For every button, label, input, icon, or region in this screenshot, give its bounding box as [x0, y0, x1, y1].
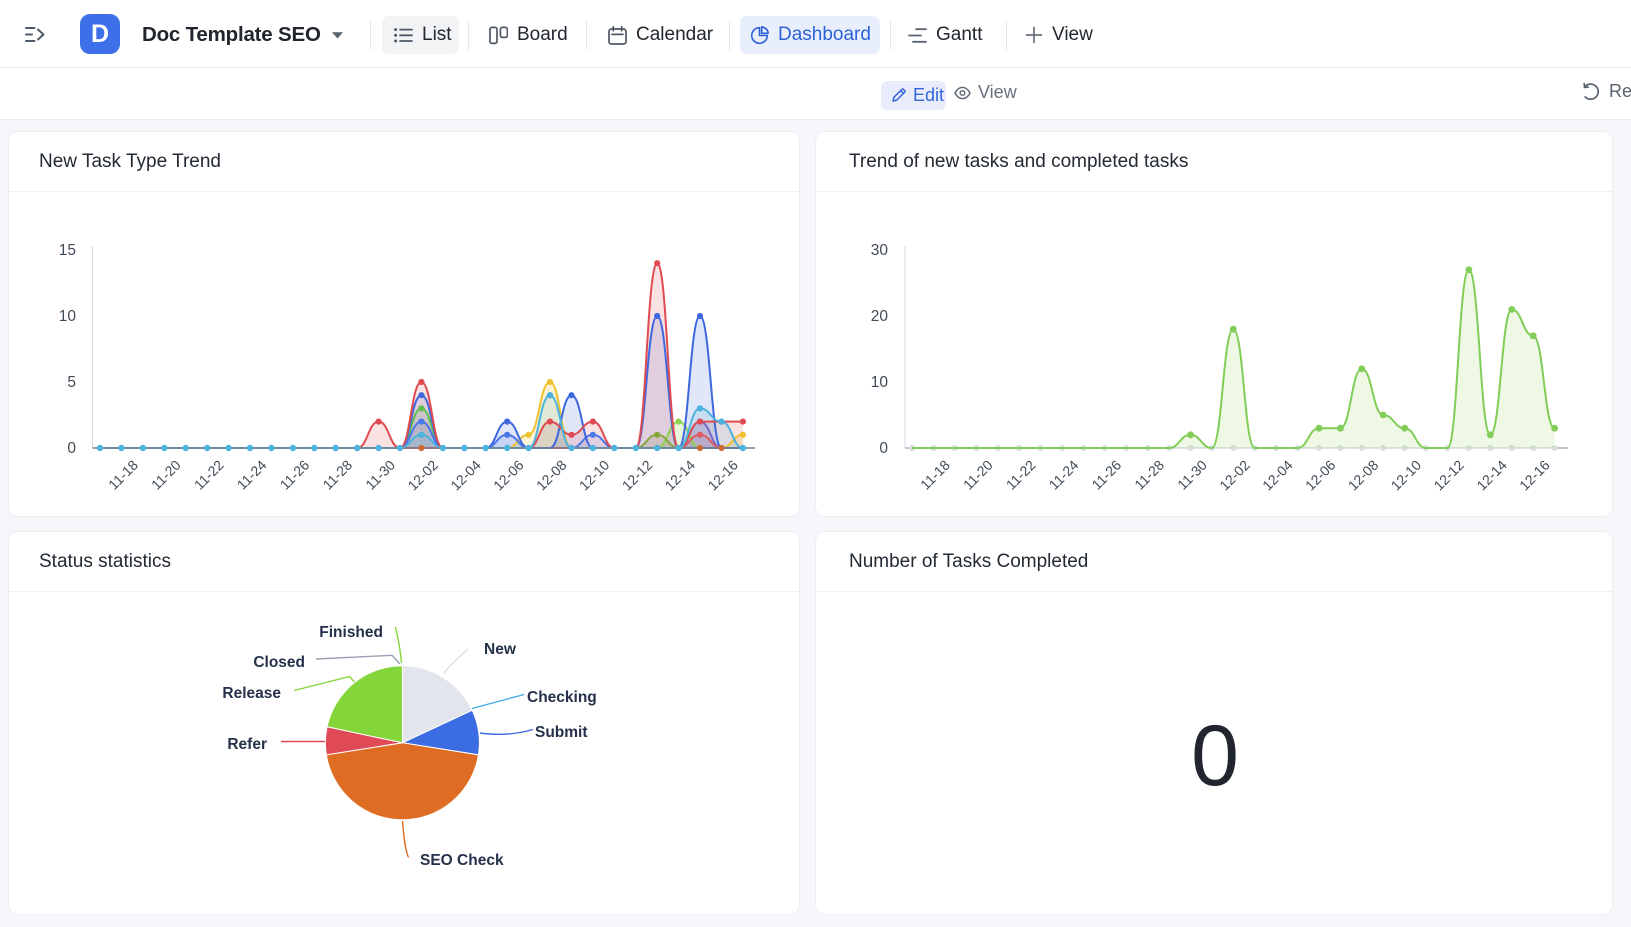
svg-text:5: 5 [67, 374, 76, 391]
svg-text:Release: Release [222, 685, 281, 702]
svg-text:30: 30 [871, 242, 889, 259]
svg-text:15: 15 [59, 242, 76, 259]
svg-text:0: 0 [67, 440, 76, 457]
svg-text:10: 10 [59, 308, 77, 325]
svg-text:Finished: Finished [319, 624, 383, 641]
svg-text:Closed: Closed [253, 654, 305, 671]
svg-text:New: New [484, 641, 517, 658]
svg-text:SEO Check: SEO Check [420, 852, 504, 869]
svg-text:Checking: Checking [527, 689, 597, 706]
svg-text:0: 0 [879, 440, 888, 457]
svg-text:20: 20 [871, 308, 889, 325]
svg-text:Refer: Refer [227, 736, 267, 753]
svg-text:10: 10 [871, 374, 889, 391]
svg-text:Submit: Submit [535, 724, 588, 741]
